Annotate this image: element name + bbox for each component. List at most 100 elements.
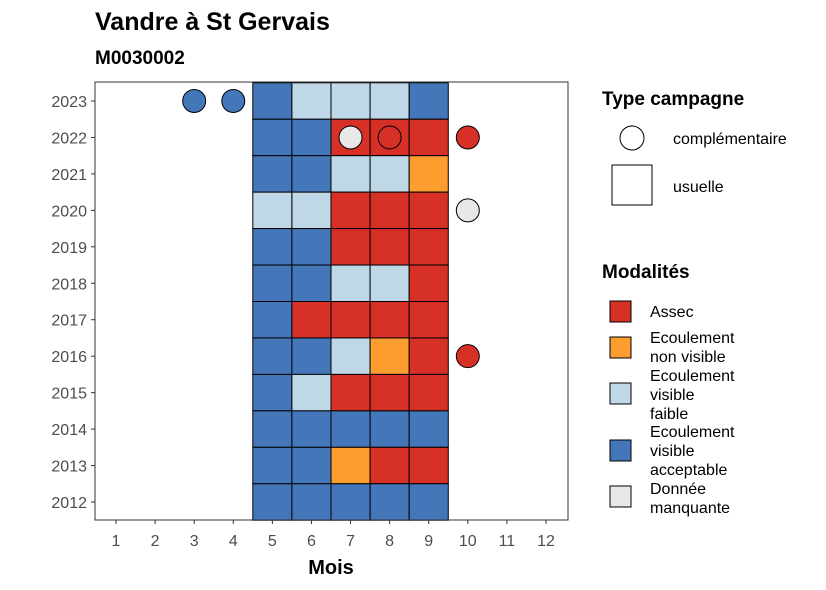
- tile-2015-m9: [408, 373, 449, 412]
- tile-2016-m6: [291, 337, 332, 375]
- tile-2017-m7: [330, 301, 371, 339]
- tile-2018-m6: [291, 264, 332, 302]
- tile-2021-m8: [369, 155, 410, 193]
- legend-key-ecoulement-visible-acceptable: [609, 439, 632, 462]
- y-axis: 2023 2022 2021 2020 2019 2018 2017 2016 2015 2014…: [51, 94, 95, 512]
- x-tick-label: 3: [190, 533, 199, 550]
- tile-2020-m5: [252, 191, 293, 230]
- point-2022-m7: [338, 125, 363, 150]
- plot-area: [94, 81, 569, 521]
- tile-2023-m5: [252, 82, 293, 120]
- x-tick-label: 9: [424, 533, 433, 550]
- x-tick-label: 4: [229, 533, 238, 550]
- tile-2019-m5: [252, 228, 293, 266]
- tile-2019-m7: [330, 228, 371, 266]
- point-2016-m10: [455, 344, 480, 369]
- y-tick-label: 2021: [51, 167, 87, 184]
- tile-2021-m9: [408, 155, 449, 193]
- legend-label-ecoulement-visible-faible: Ecoulement: [650, 368, 735, 385]
- x-tick-label: 8: [385, 533, 394, 550]
- y-tick-label: 2016: [51, 349, 87, 366]
- tile-2016-m5: [252, 337, 293, 375]
- tile-2018-m7: [330, 264, 371, 302]
- legend-modalites: Modalités Assec Ecoulement non visible Ecou…: [602, 262, 735, 517]
- y-tick-label: 2020: [51, 203, 87, 220]
- tile-2021-m7: [330, 155, 371, 193]
- x-axis: 1 2 3 4 5 6 7 8 9 10 11 12: [112, 520, 555, 550]
- tile-2013-m7: [330, 446, 371, 485]
- tile-2012-m6: [291, 483, 332, 521]
- tile-2013-m8: [369, 446, 410, 485]
- tile-2020-m9: [408, 191, 449, 230]
- y-tick-label: 2015: [51, 386, 87, 403]
- legend-label-ecoulement-non-visible: Ecoulement: [650, 330, 735, 347]
- legend-key-donnee-manquante: [609, 485, 632, 508]
- tile-2013-m5: [252, 446, 293, 485]
- tile-2023-m9: [408, 82, 449, 120]
- x-tick-label: 10: [459, 533, 477, 550]
- tile-2023-m8: [369, 82, 410, 120]
- legend-label-ecoulement-non-visible: non visible: [650, 349, 726, 366]
- tile-2020-m8: [369, 191, 410, 230]
- complementary-points: [182, 89, 480, 369]
- tile-2015-m5: [252, 373, 293, 412]
- x-tick-label: 5: [268, 533, 277, 550]
- y-tick-label: 2018: [51, 276, 87, 293]
- legend-label-ecoulement-visible-acceptable: Ecoulement: [650, 424, 735, 441]
- y-tick-label: 2017: [51, 313, 87, 330]
- tile-2022-m5: [252, 118, 293, 157]
- point-2023-m4: [221, 89, 246, 113]
- tile-2020-m7: [330, 191, 371, 230]
- x-tick-label: 6: [307, 533, 316, 550]
- tile-2012-m8: [369, 483, 410, 521]
- plot-border: [94, 81, 569, 521]
- tile-2016-m7: [330, 337, 371, 375]
- legend-label-assec: Assec: [650, 304, 694, 321]
- legend-label-ecoulement-visible-faible: faible: [650, 406, 688, 423]
- x-tick-label: 1: [112, 533, 121, 550]
- legend-circle-icon: [619, 125, 645, 151]
- tile-2015-m7: [330, 373, 371, 412]
- tile-2017-m8: [369, 301, 410, 339]
- tile-2019-m9: [408, 228, 449, 266]
- legend-label-ecoulement-visible-acceptable: visible: [650, 443, 695, 460]
- tile-2023-m7: [330, 82, 371, 120]
- tile-2015-m8: [369, 373, 410, 412]
- legend-key-ecoulement-visible-faible: [609, 382, 632, 405]
- tile-2019-m8: [369, 228, 410, 266]
- y-tick-label: 2012: [51, 495, 87, 512]
- chart-title: Vandre à St Gervais: [95, 8, 330, 36]
- point-2022-m8: [377, 125, 402, 150]
- legend-key-ecoulement-non-visible: [609, 336, 632, 359]
- tile-2018-m9: [408, 264, 449, 302]
- tile-2013-m6: [291, 446, 332, 485]
- point-2020-m10: [455, 198, 480, 223]
- legend-label-donnee-manquante: Donnée: [650, 481, 706, 498]
- tile-2020-m6: [291, 191, 332, 230]
- legend-square-icon: [611, 164, 653, 206]
- x-tick-label: 7: [346, 533, 355, 550]
- tile-2018-m8: [369, 264, 410, 302]
- tile-2014-m8: [369, 410, 410, 448]
- legend-campagne-label-complementaire: complémentaire: [673, 131, 787, 148]
- tile-2016-m8: [369, 337, 410, 375]
- legend-key-assec: [609, 300, 632, 323]
- x-tick-label: 12: [537, 533, 555, 550]
- x-tick-label: 11: [499, 533, 516, 550]
- tile-2014-m5: [252, 410, 293, 448]
- tile-2014-m7: [330, 410, 371, 448]
- tile-2021-m6: [291, 155, 332, 193]
- tile-2022-m6: [291, 118, 332, 157]
- y-tick-label: 2022: [51, 130, 87, 147]
- tile-2012-m5: [252, 483, 293, 521]
- y-tick-label: 2019: [51, 240, 87, 257]
- tile-2017-m5: [252, 301, 293, 339]
- x-axis-title: Mois: [308, 557, 354, 579]
- tile-2013-m9: [408, 446, 449, 485]
- tile-2019-m6: [291, 228, 332, 266]
- legend-label-donnee-manquante: manquante: [650, 500, 730, 517]
- tile-2014-m6: [291, 410, 332, 448]
- legend-label-ecoulement-visible-acceptable: acceptable: [650, 462, 727, 479]
- legend-campagne-title: Type campagne: [602, 89, 744, 110]
